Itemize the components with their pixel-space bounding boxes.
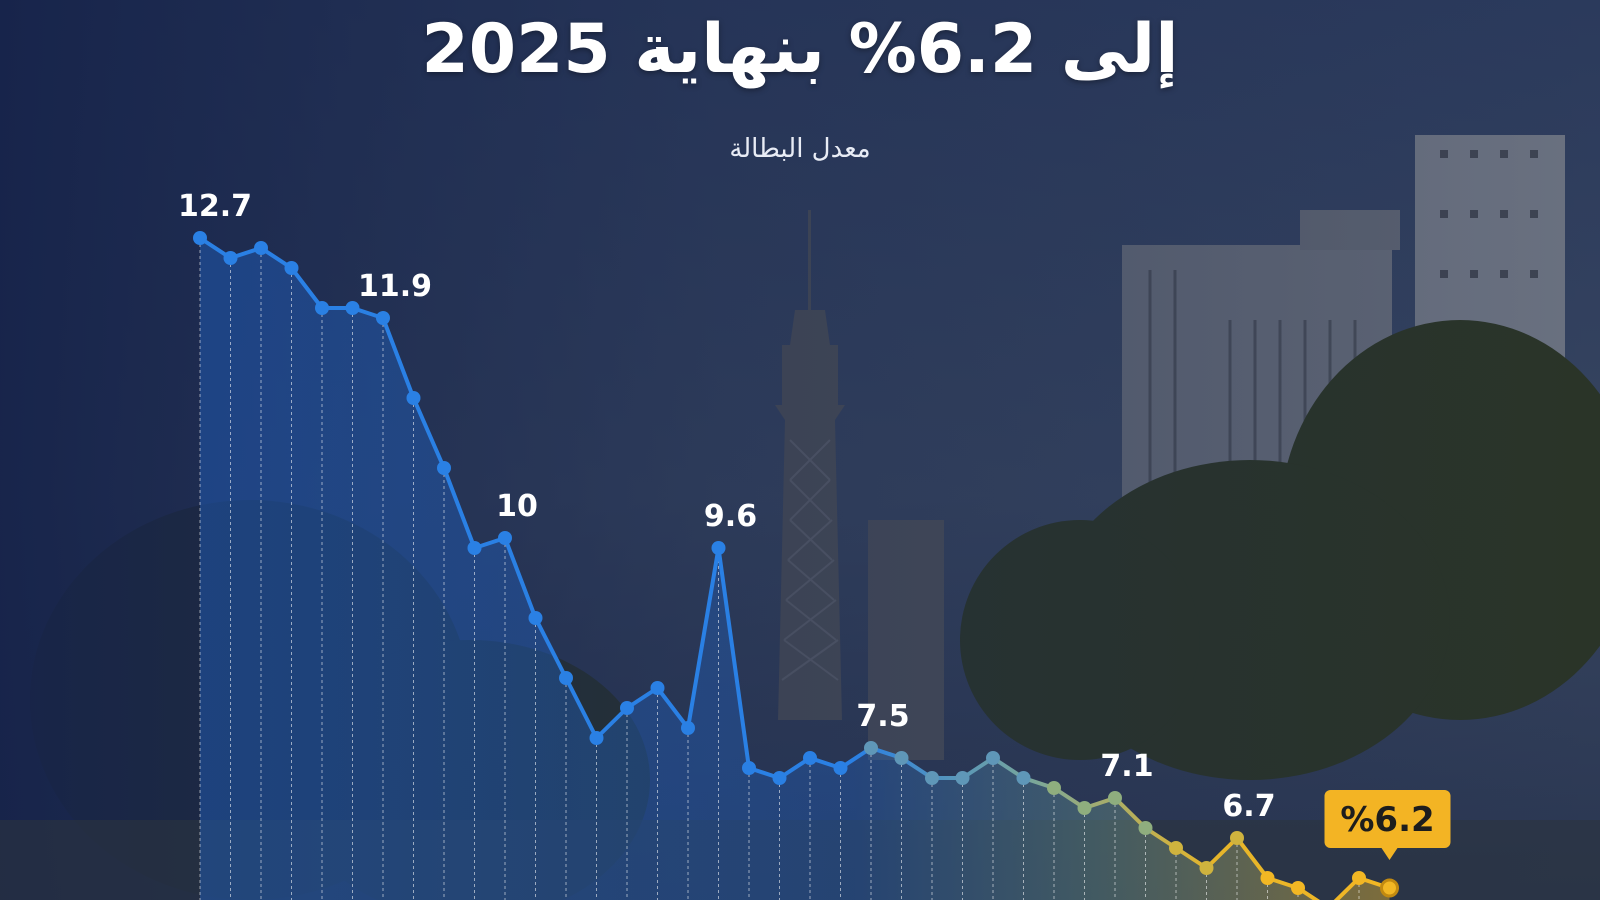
data-point-20 — [803, 751, 817, 765]
data-point-13 — [589, 731, 604, 745]
data-label-17: 9.6 — [704, 499, 757, 534]
data-point-39 — [1380, 878, 1399, 898]
data-point-9 — [467, 541, 482, 555]
data-point-8 — [437, 461, 451, 475]
data-point-28 — [1047, 781, 1061, 795]
data-point-12 — [559, 671, 573, 685]
final-value-badge-bg — [1324, 790, 1451, 848]
data-point-27 — [1016, 771, 1031, 785]
final-value-text: %6.2 — [1340, 800, 1434, 840]
chart-subtitle: معدل البطالة — [729, 134, 871, 164]
data-point-18 — [742, 761, 756, 775]
data-point-10 — [498, 531, 512, 545]
data-point-32 — [1169, 841, 1183, 855]
data-point-1 — [223, 251, 238, 265]
data-point-5 — [345, 301, 360, 315]
data-point-4 — [315, 301, 329, 315]
data-point-7 — [406, 391, 421, 405]
data-label-22: 7.5 — [856, 699, 909, 734]
data-point-38 — [1352, 871, 1366, 885]
data-point-36 — [1291, 881, 1305, 895]
data-point-29 — [1077, 801, 1092, 815]
data-point-26 — [986, 751, 1000, 765]
data-point-35 — [1260, 871, 1275, 885]
final-value-badge: %6.2 — [1324, 790, 1451, 860]
data-point-31 — [1138, 821, 1153, 835]
data-label-34: 6.7 — [1222, 789, 1275, 824]
data-label-6: 11.9 — [358, 269, 432, 304]
data-point-15 — [650, 681, 665, 695]
data-label-10: 10 — [496, 489, 538, 524]
data-point-30 — [1108, 791, 1122, 805]
data-point-23 — [894, 751, 909, 765]
page-title: إلى 6.2% بنهاية 2025 — [421, 10, 1179, 89]
chart-area-fill — [200, 238, 1390, 900]
data-point-21 — [833, 761, 848, 775]
data-point-2 — [254, 241, 268, 255]
data-point-19 — [772, 771, 787, 785]
data-point-11 — [528, 611, 543, 625]
data-label-30: 7.1 — [1100, 749, 1153, 784]
data-point-33 — [1199, 861, 1214, 875]
data-point-14 — [620, 701, 634, 715]
data-label-0: 12.7 — [178, 189, 252, 224]
data-point-6 — [376, 311, 390, 325]
data-point-3 — [284, 261, 299, 275]
data-point-17 — [711, 541, 726, 555]
data-point-24 — [925, 771, 939, 785]
unemployment-series-line — [198, 236, 1391, 900]
final-value-pointer — [1381, 848, 1398, 860]
data-point-25 — [955, 771, 970, 785]
data-point-22 — [864, 741, 878, 755]
data-point-16 — [681, 721, 695, 735]
data-point-34 — [1230, 831, 1244, 845]
data-point-0 — [193, 231, 207, 245]
